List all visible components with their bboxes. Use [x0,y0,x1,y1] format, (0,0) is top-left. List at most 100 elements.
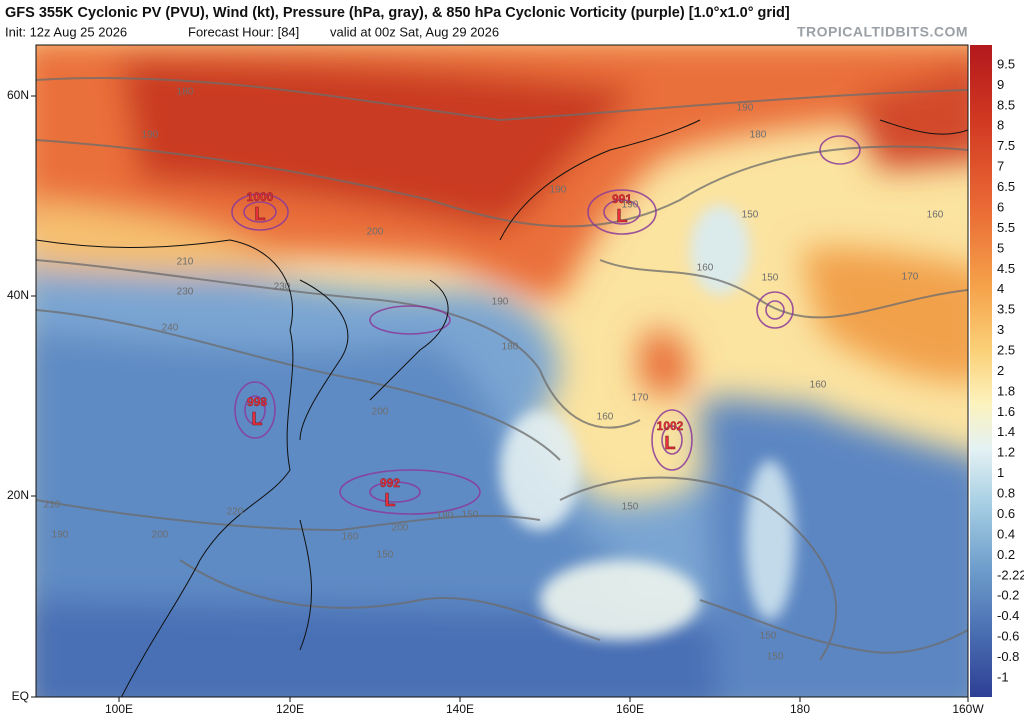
contour-label: 150 [622,502,639,513]
contour-label: 180 [502,342,519,353]
colorbar-label: 2.5 [997,343,1015,358]
contour-label: 230 [274,282,291,293]
contour-label: 150 [760,631,777,642]
contour-label: 190 [52,530,69,541]
contour-label: 150 [742,210,759,221]
contour-label: 180 [750,130,767,141]
colorbar [970,45,992,697]
colorbar-label: 6.5 [997,179,1015,194]
low-pressure: 1000 [247,190,274,204]
low-symbol: L [252,409,263,429]
contour-label: 150 [767,652,784,663]
contour-label: 220 [227,507,244,518]
low-pressure: 1002 [657,419,684,433]
contour-labels: 1801902102302402002301901801901901801901… [44,87,944,663]
lat-label: 20N [7,488,29,502]
colorbar-label: 4 [997,281,1004,296]
colorbar-label: -0.6 [997,629,1019,644]
contour-label: 190 [492,297,509,308]
colorbar-label: 5 [997,240,1004,255]
colorbar-label: 5.5 [997,220,1015,235]
low-symbol: L [665,433,676,453]
contour-label: 190 [622,200,639,211]
colorbar-label: 3 [997,322,1004,337]
low-symbol: L [617,206,628,226]
colorbar-label: -0.2 [997,588,1019,603]
contour-label: 200 [392,523,409,534]
colorbar-label: -0.4 [997,608,1019,623]
subtitle-valid: valid at 00z Sat, Aug 29 2026 [330,24,499,39]
contour-label: 190 [142,130,159,141]
contour-label: 160 [342,532,359,543]
contour-label: 160 [927,210,944,221]
low-symbol: L [255,204,266,224]
contour-label: 190 [737,103,754,114]
contour-label: 150 [377,550,394,561]
contour-label: 240 [162,323,179,334]
title: GFS 355K Cyclonic PV (PVU), Wind (kt), P… [5,5,790,21]
contour-label: 170 [902,272,919,283]
colorbar-label: -2.22 [997,567,1024,582]
colorbar-label: 3.5 [997,302,1015,317]
lat-label: 40N [7,288,29,302]
contour-label: 160 [810,380,827,391]
low-pressure: 991 [612,192,632,206]
credit: TROPICALTIDBITS.COM [797,24,968,40]
contour-label: 200 [152,530,169,541]
colorbar-label: -1 [997,669,1009,684]
subtitle-forecast-hour: Forecast Hour: [84] [188,24,299,39]
colorbar-label: 1.6 [997,404,1015,419]
colorbar-label: 0.2 [997,547,1015,562]
colorbar-label: 1.8 [997,383,1015,398]
lon-label: 180 [790,702,810,716]
colorbar-label: 8.5 [997,97,1015,112]
lon-label: 100E [105,702,133,716]
contour-label: 150 [762,273,779,284]
colorbar-label: 8 [997,118,1004,133]
colorbar-label: 1.4 [997,424,1015,439]
vorticity-contours [231,135,861,515]
contour-label: 200 [367,227,384,238]
contour-label: 150 [462,510,479,521]
colorbar-label: 7.5 [997,138,1015,153]
lon-label: 160E [616,702,644,716]
colorbar-label: 9.5 [997,56,1015,71]
colorbar-label: 9 [997,77,1004,92]
contour-label: 170 [632,393,649,404]
subtitle-init: Init: 12z Aug 25 2026 [5,24,127,39]
low-symbol: L [385,490,396,510]
colorbar-label: 1 [997,465,1004,480]
lat-label: EQ [12,689,29,703]
colorbar-label: 7 [997,159,1004,174]
contour-label: 180 [177,87,194,98]
contour-label: 190 [550,185,567,196]
lon-label: 160W [952,702,984,716]
colorbar-label: 1.2 [997,445,1015,460]
contour-label: 210 [44,500,61,511]
colorbar-label: 0.4 [997,526,1015,541]
coastlines [36,119,968,697]
colorbar-label: 0.6 [997,506,1015,521]
contour-label: 230 [177,287,194,298]
colorbar-label: -0.8 [997,649,1019,664]
colorbar-label: 6 [997,199,1004,214]
contour-label: 160 [697,263,714,274]
contour-label: 210 [177,257,194,268]
contour-label: 160 [597,412,614,423]
contour-label: 200 [372,407,389,418]
lon-label: 120E [276,702,304,716]
low-pressure: 998 [247,395,267,409]
map-frame [35,44,969,698]
colorbar-label: 0.8 [997,486,1015,501]
colorbar-label: 2 [997,363,1004,378]
lat-label: 60N [7,88,29,102]
low-pressure: 992 [380,476,400,490]
lon-label: 140E [446,702,474,716]
colorbar-label: 4.5 [997,261,1015,276]
isobars [36,77,968,661]
contour-label: 180 [437,511,454,522]
